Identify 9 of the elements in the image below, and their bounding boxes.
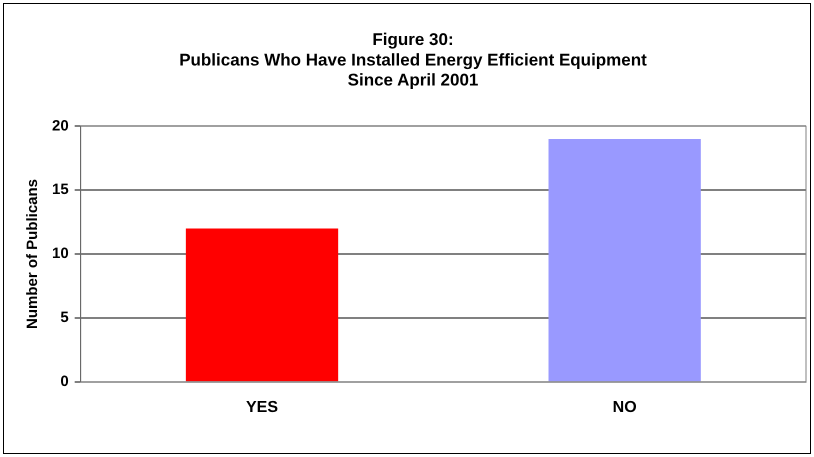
y-tick-label: 15 [52, 181, 69, 198]
y-axis-title: Number of Publicans [24, 178, 42, 330]
x-tick-label: NO [612, 398, 637, 416]
x-tick-label: YES [246, 398, 278, 416]
y-tick-label: 0 [60, 372, 69, 390]
y-tick-label: 10 [52, 245, 69, 262]
y-tick-label: 5 [60, 309, 69, 326]
chart-title: Figure 30: Publicans Who Have Installed Energy Efficient Equipment Since April 2001 [179, 30, 648, 90]
y-tick-label: 20 [52, 117, 69, 134]
